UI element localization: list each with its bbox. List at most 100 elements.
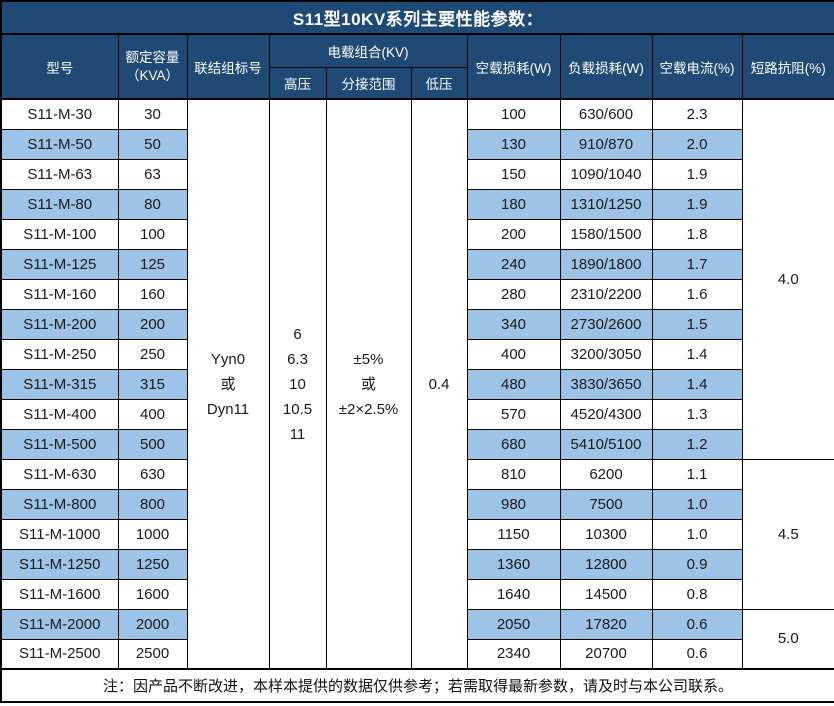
load-loss-cell: 7500 (559, 488, 653, 520)
noload-loss-cell: 570 (466, 398, 561, 430)
table-row: S11-M-50 50 130 910/870 2.0 (0, 128, 834, 160)
kva-cell: 630 (117, 458, 188, 490)
noload-loss-cell: 2340 (466, 638, 561, 670)
load-loss-cell: 1580/1500 (559, 218, 653, 250)
load-loss-cell: 14500 (559, 578, 653, 610)
noload-loss-cell: 1360 (466, 548, 561, 580)
table-row: S11-M-30 30 Yyn0 或 Dyn11 6 6.3 10 10.5 11 ±5… (0, 98, 834, 670)
kva-cell: 30 (117, 98, 188, 130)
model-cell: S11-M-100 (0, 218, 119, 250)
noload-current-cell: 1.4 (651, 368, 743, 400)
col-header-voltage-combo: 电载组合(KV) (268, 33, 468, 68)
kva-cell: 1600 (117, 578, 188, 610)
noload-current-cell: 0.6 (651, 608, 743, 640)
lv-cell: 0.4 (410, 98, 468, 670)
model-cell: S11-M-30 (0, 98, 119, 130)
noload-loss-cell: 680 (466, 428, 561, 460)
table-row: S11-M-1250 1250 1360 12800 0.9 (0, 548, 834, 580)
kva-cell: 500 (117, 428, 188, 460)
noload-loss-cell: 280 (466, 278, 561, 310)
kva-cell: 50 (117, 128, 188, 160)
noload-current-cell: 1.5 (651, 308, 743, 340)
col-header-impedance: 短路抗阻(%) (741, 33, 834, 100)
kva-cell: 100 (117, 218, 188, 250)
table-row: S11-M-2000 2000 2050 17820 0.6 5.0 (0, 608, 834, 670)
table-row: S11-M-125 125 240 1890/1800 1.7 (0, 248, 834, 280)
col-header-load-loss: 负载损耗(W) (559, 33, 653, 100)
col-header-tap-range: 分接范围 (325, 66, 412, 100)
load-loss-cell: 3830/3650 (559, 368, 653, 400)
noload-current-cell: 2.3 (651, 98, 743, 130)
noload-loss-cell: 150 (466, 158, 561, 190)
kva-cell: 125 (117, 248, 188, 280)
table-row: S11-M-2500 2500 2340 20700 0.6 (0, 638, 834, 670)
model-cell: S11-M-1250 (0, 548, 119, 580)
model-cell: S11-M-125 (0, 248, 119, 280)
title-row: S11型10KV系列主要性能参数： (0, 0, 834, 35)
load-loss-cell: 12800 (559, 548, 653, 580)
model-cell: S11-M-630 (0, 458, 119, 490)
col-header-model: 型号 (0, 33, 119, 100)
noload-loss-cell: 1640 (466, 578, 561, 610)
load-loss-cell: 630/600 (559, 98, 653, 130)
header-row-1: 型号 额定容量 （KVA） 联结组标号 电载组合(KV) 空载损耗(W) 负载损… (0, 33, 834, 100)
load-loss-cell: 1890/1800 (559, 248, 653, 280)
model-cell: S11-M-400 (0, 398, 119, 430)
noload-loss-cell: 2050 (466, 608, 561, 640)
load-loss-cell: 2730/2600 (559, 308, 653, 340)
table-row: S11-M-315 315 480 3830/3650 1.4 (0, 368, 834, 400)
noload-current-cell: 1.9 (651, 158, 743, 190)
noload-current-cell: 0.9 (651, 548, 743, 580)
model-cell: S11-M-2000 (0, 608, 119, 640)
kva-cell: 80 (117, 188, 188, 220)
model-cell: S11-M-63 (0, 158, 119, 190)
model-cell: S11-M-160 (0, 278, 119, 310)
kva-cell: 400 (117, 398, 188, 430)
kva-cell: 200 (117, 308, 188, 340)
kva-cell: 315 (117, 368, 188, 400)
noload-current-cell: 1.4 (651, 338, 743, 370)
noload-current-cell: 0.6 (651, 638, 743, 670)
model-cell: S11-M-500 (0, 428, 119, 460)
table-row: S11-M-200 200 340 2730/2600 1.5 (0, 308, 834, 340)
model-cell: S11-M-2500 (0, 638, 119, 670)
table-row: S11-M-160 160 280 2310/2200 1.6 (0, 278, 834, 310)
load-loss-cell: 910/870 (559, 128, 653, 160)
noload-loss-cell: 100 (466, 98, 561, 130)
load-loss-cell: 17820 (559, 608, 653, 640)
noload-loss-cell: 810 (466, 458, 561, 490)
header-row-2: 高压 分接范围 低压 (1, 66, 834, 100)
noload-current-cell: 1.3 (651, 398, 743, 430)
noload-current-cell: 1.6 (651, 278, 743, 310)
noload-current-cell: 1.0 (651, 518, 743, 550)
noload-current-cell: 1.8 (651, 218, 743, 250)
connection-cell: Yyn0 或 Dyn11 (186, 98, 270, 670)
load-loss-cell: 1090/1040 (559, 158, 653, 190)
model-cell: S11-M-200 (0, 308, 119, 340)
noload-loss-cell: 200 (466, 218, 561, 250)
model-cell: S11-M-250 (0, 338, 119, 370)
kva-cell: 800 (117, 488, 188, 520)
noload-loss-cell: 240 (466, 248, 561, 280)
table-row: S11-M-1600 1600 1640 14500 0.8 (0, 578, 834, 610)
col-header-noload-current: 空载电流(%) (651, 33, 743, 100)
col-header-noload-loss: 空载损耗(W) (466, 33, 561, 100)
table-row: S11-M-100 100 200 1580/1500 1.8 (0, 218, 834, 250)
kva-cell: 250 (117, 338, 188, 370)
col-header-hv: 高压 (268, 66, 327, 100)
load-loss-cell: 4520/4300 (559, 398, 653, 430)
kva-cell: 160 (117, 278, 188, 310)
load-loss-cell: 10300 (559, 518, 653, 550)
table-row: S11-M-800 800 980 7500 1.0 (0, 488, 834, 520)
noload-current-cell: 2.0 (651, 128, 743, 160)
footnote-row: 注：因产品不断改进，本样本提供的数据仅供参考；若需取得最新参数，请及时与本公司联… (0, 668, 834, 703)
load-loss-cell: 3200/3050 (559, 338, 653, 370)
noload-loss-cell: 980 (466, 488, 561, 520)
table-title: S11型10KV系列主要性能参数： (0, 0, 834, 35)
load-loss-cell: 5410/5100 (559, 428, 653, 460)
col-header-lv: 低压 (410, 66, 468, 100)
kva-cell: 1250 (117, 548, 188, 580)
kva-cell: 2500 (117, 638, 188, 670)
footnote: 注：因产品不断改进，本样本提供的数据仅供参考；若需取得最新参数，请及时与本公司联… (0, 668, 834, 703)
load-loss-cell: 2310/2200 (559, 278, 653, 310)
